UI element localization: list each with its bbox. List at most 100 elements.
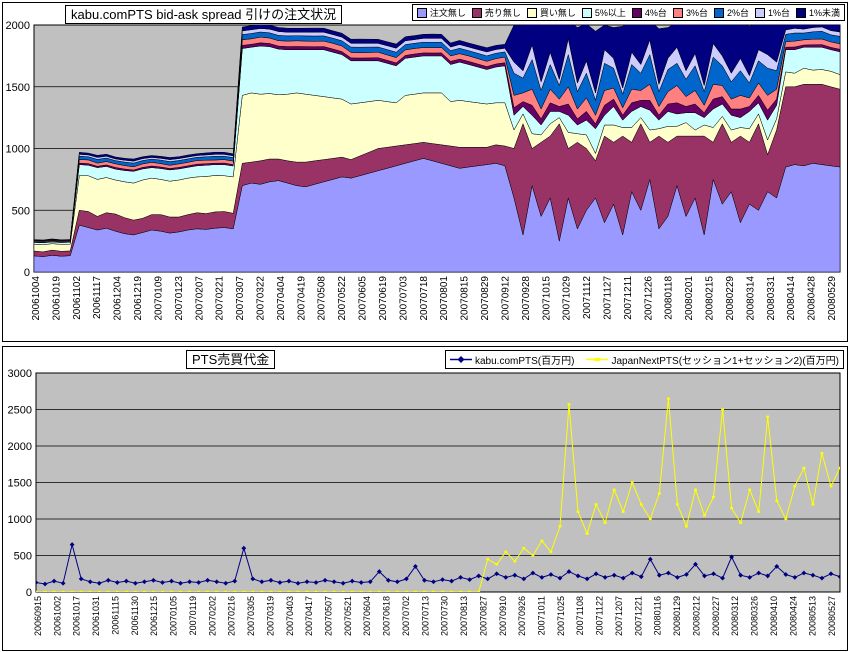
- pts-turnover-plot: 0 500 1000 1500 2000 2500 3000 20060915 20061002…: [8, 368, 841, 636]
- x-axis-tick-label: 20071211: [623, 276, 634, 320]
- x-axis-tick-label: 20080201: [684, 276, 695, 321]
- pts-turnover-title: PTS売買代金: [186, 350, 276, 369]
- legend-item: 5%以上: [581, 6, 626, 19]
- legend-label: kabu.comPTS(百万円): [474, 356, 575, 367]
- x-axis-tick-label: 20070713: [420, 596, 430, 636]
- x-axis-tick-label: 20061002: [52, 596, 62, 636]
- bid-ask-chart-title: kabu.comPTS bid-ask spread 引けの注文状況: [65, 5, 343, 24]
- legend-item: 1%未満: [795, 6, 840, 19]
- legend-color-swatch-icon: [471, 7, 482, 18]
- bid-ask-chart-legend: 注文無し 売り無し 買い無し 5%以上 4%台 3%台 2%台 1%台 1%未満: [411, 4, 845, 21]
- y-axis-tick-label: 1500: [6, 82, 30, 94]
- x-axis-tick-label: 20070507: [324, 596, 334, 636]
- x-axis-tick-label: 20070403: [285, 596, 295, 636]
- legend-label: 1%未満: [808, 8, 840, 18]
- x-axis-tick-label: 20070221: [215, 276, 226, 321]
- legend-line-marker-icon: [449, 355, 472, 364]
- y-axis-tick-label: 500: [14, 551, 32, 563]
- legend-item: 売り無し: [471, 6, 521, 19]
- legend-line-marker-icon: [586, 355, 609, 364]
- legend-item: JapanNextPTS(セッション1+セッション2)(百万円): [586, 352, 839, 367]
- legend-label: 注文無し: [429, 8, 466, 18]
- legend-color-swatch-icon: [581, 7, 592, 18]
- x-axis-tick-label: 20070730: [440, 596, 450, 636]
- y-axis-tick-label: 500: [12, 205, 30, 217]
- x-axis-tick-label: 20070105: [169, 596, 179, 636]
- x-axis-tick-label: 20070815: [460, 276, 471, 321]
- y-axis-tick-label: 2000: [8, 441, 32, 453]
- x-axis-tick-label: 20071221: [633, 596, 643, 636]
- x-axis-tick-label: 20061004: [31, 276, 42, 321]
- y-axis-tick-label: 1000: [6, 144, 30, 156]
- y-axis-tick-label: 2500: [8, 405, 32, 417]
- legend-color-swatch-icon: [754, 7, 765, 18]
- legend-label: 5%以上: [594, 8, 626, 18]
- x-axis-tick-label: 20080410: [769, 596, 779, 636]
- x-axis-tick-label: 20070404: [276, 276, 287, 321]
- x-axis-tick-label: 20070508: [317, 276, 328, 321]
- x-axis-tick-label: 20070307: [235, 276, 246, 321]
- x-axis-tick-label: 20080529: [827, 276, 838, 321]
- legend-color-swatch-icon: [795, 7, 806, 18]
- x-axis-tick-label: 20080116: [653, 596, 663, 635]
- x-axis-tick-label: 20070109: [154, 276, 165, 321]
- x-axis-tick-label: 20070417: [304, 596, 314, 636]
- x-axis-tick-label: 20070322: [256, 276, 267, 321]
- x-axis-tick-label: 20071015: [541, 276, 552, 321]
- legend-label: 買い無し: [539, 8, 576, 18]
- x-axis-tick-label: 20070319: [265, 596, 275, 636]
- x-axis-tick-label: 20061215: [149, 596, 159, 636]
- x-axis-tick-label: 20070926: [517, 596, 527, 636]
- x-axis-tick-label: 20080314: [745, 276, 756, 321]
- x-axis-tick-label: 20080212: [691, 596, 701, 636]
- bid-ask-spread-chart: 0 500 1000 1500 2000 20061004 20061019 20061102…: [2, 2, 848, 342]
- x-axis-tick-label: 20080227: [711, 596, 721, 636]
- x-axis-tick-label: 20071112: [582, 276, 593, 319]
- x-axis-tick-label: 20070202: [207, 596, 217, 636]
- pts-turnover-legend: kabu.comPTS(百万円) JapanNextPTS(セッション1+セッショ…: [444, 350, 844, 369]
- y-axis-tick-label: 1000: [8, 514, 32, 526]
- x-axis-tick-label: 20070702: [401, 596, 411, 636]
- legend-color-swatch-icon: [672, 7, 683, 18]
- x-axis-tick-label: 20070813: [459, 596, 469, 636]
- x-axis-tick-label: 20071011: [537, 596, 547, 635]
- x-axis-tick-label: 20070605: [358, 276, 369, 321]
- x-axis-tick-label: 20061031: [91, 596, 101, 636]
- x-axis-tick-label: 20070829: [480, 276, 491, 321]
- y-axis-tick-label: 2000: [6, 20, 30, 32]
- legend-color-swatch-icon: [631, 7, 642, 18]
- legend-label: 売り無し: [484, 8, 521, 18]
- legend-item: 2%台: [713, 6, 749, 19]
- x-axis-tick-label: 20080118: [664, 276, 675, 320]
- legend-color-swatch-icon: [526, 7, 537, 18]
- x-axis-tick-label: 20080513: [808, 596, 818, 636]
- y-axis-tick-label: 1500: [8, 478, 32, 490]
- bid-ask-spread-plot: 0 500 1000 1500 2000 20061004 20061019 20061102…: [6, 20, 841, 321]
- legend-color-swatch-icon: [713, 7, 724, 18]
- x-axis-tick-label: 20061219: [133, 276, 144, 321]
- legend-item: 買い無し: [526, 6, 576, 19]
- x-axis-tick-label: 20061204: [113, 276, 124, 321]
- x-axis-tick-label: 20080527: [827, 596, 837, 636]
- x-axis-tick-label: 20070305: [246, 596, 256, 636]
- x-axis-tick-label: 20071108: [575, 596, 585, 635]
- legend-item: 1%台: [754, 6, 790, 19]
- x-axis-tick-label: 20071122: [595, 596, 605, 635]
- x-axis-tick-label: 20080215: [705, 276, 716, 321]
- x-axis-tick-label: 20070619: [378, 276, 389, 321]
- x-axis-tick-label: 20070618: [382, 596, 392, 636]
- x-axis-tick-label: 20080129: [672, 596, 682, 636]
- x-axis-tick-label: 20080424: [788, 596, 798, 636]
- x-axis-tick-label: 20070419: [296, 276, 307, 321]
- x-axis-tick-label: 20070801: [439, 276, 450, 321]
- x-axis-tick-label: 20071226: [643, 276, 654, 321]
- x-axis-tick-label: 20080229: [725, 276, 736, 321]
- x-axis-tick-label: 20061019: [51, 276, 62, 321]
- x-axis-tick-label: 20070910: [498, 596, 508, 636]
- x-axis-tick-label: 20080312: [730, 596, 740, 636]
- legend-label: JapanNextPTS(セッション1+セッション2)(百万円): [611, 356, 839, 367]
- y-axis-tick-label: 0: [24, 267, 30, 279]
- x-axis-tick-label: 20070928: [521, 276, 532, 321]
- x-axis-tick-label: 20061115: [111, 596, 121, 635]
